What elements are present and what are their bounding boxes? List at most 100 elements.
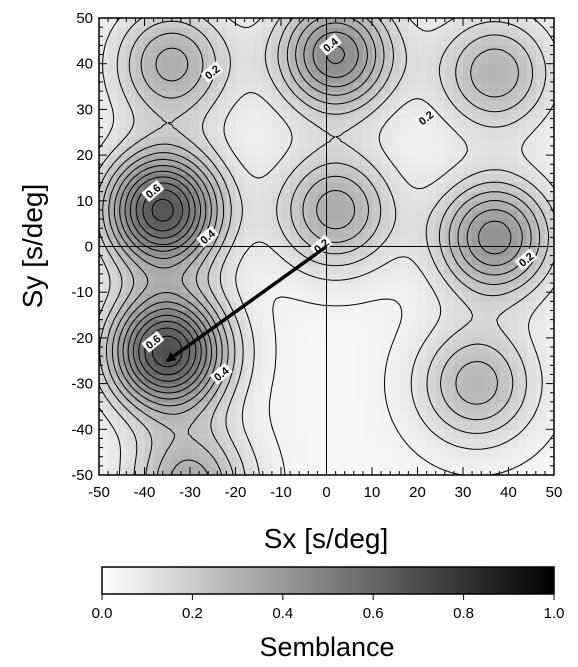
heatmap-cell [281,301,291,312]
heatmap-cell [326,392,337,403]
heatmap-cell [390,401,400,412]
heatmap-cell [290,328,300,339]
heatmap-cell [544,319,554,330]
heatmap-cell [372,118,382,129]
heatmap-cell [117,310,127,321]
heatmap-cell [481,27,491,37]
heatmap-cell [526,200,537,211]
heatmap-cell [490,36,500,47]
heatmap-cell [481,173,491,184]
heatmap-cell [281,173,291,184]
heatmap-cell [499,228,510,238]
heatmap-cell [244,100,255,110]
heatmap-cell [390,145,400,156]
heatmap-cell [190,392,200,403]
x-tick-label: -20 [225,484,247,501]
heatmap-cell [99,182,109,193]
heatmap-cell [481,81,491,92]
heatmap-cell [526,319,537,330]
heatmap-cell [180,420,191,430]
heatmap-cell [408,45,419,56]
heatmap-cell [399,347,409,357]
heatmap-cell [535,273,546,284]
heatmap-cell [335,228,346,238]
heatmap-cell [208,255,218,266]
heatmap-cell [417,392,428,403]
heatmap-cell [408,191,419,202]
heatmap-cell [472,155,482,165]
heatmap-cell [317,63,328,74]
heatmap-cell [353,310,364,321]
heatmap-cell [117,328,127,339]
heatmap-cell [317,465,328,475]
heatmap-cell [226,127,237,138]
heatmap-cell [463,91,473,101]
heatmap-cell [381,63,391,74]
heatmap-cell [171,191,182,202]
heatmap-cell [372,383,382,394]
heatmap-cell [180,145,191,156]
heatmap-cell [153,27,164,37]
heatmap-cell [326,283,337,293]
heatmap-cell [199,118,209,129]
heatmap-cell [171,164,182,174]
heatmap-cell [208,337,218,348]
heatmap-cell [499,411,510,421]
heatmap-cell [472,273,482,284]
heatmap-cell [253,191,264,202]
heatmap-cell [490,365,500,376]
heatmap-cell [544,118,554,129]
heatmap-cell [226,456,237,467]
heatmap-cell [226,255,237,266]
heatmap-cell [408,246,419,257]
heatmap-cell [226,301,237,312]
heatmap-cell [299,356,309,366]
heatmap-cell [481,182,491,193]
heatmap-cell [317,319,328,330]
heatmap-cell [344,136,355,147]
heatmap-cell [253,374,264,385]
heatmap-cell [271,127,282,138]
heatmap-cell [299,273,309,284]
heatmap-cell [472,411,482,421]
heatmap-cell [153,36,164,47]
heatmap-cell [208,264,218,275]
heatmap-cell [335,365,346,376]
heatmap-cell [381,72,391,83]
heatmap-cell [372,27,382,37]
heatmap-cell [299,36,309,47]
heatmap-cell [271,155,282,165]
heatmap-cell [226,173,237,184]
heatmap-cell [426,54,437,65]
heatmap-cell [290,456,300,467]
heatmap-cell [381,219,391,229]
heatmap-cell [353,145,364,156]
heatmap-cell [162,63,173,74]
heatmap-cell [362,81,373,92]
heatmap-cell [171,63,182,74]
heatmap-cell [262,45,273,56]
heatmap-cell [390,264,400,275]
heatmap-cell [372,145,382,156]
heatmap-cell [472,347,482,357]
heatmap-cell [271,283,282,293]
heatmap-cell [544,173,554,184]
heatmap-cell [372,182,382,193]
heatmap-cell [180,401,191,412]
heatmap-cell [290,91,300,101]
heatmap-cell [344,420,355,430]
heatmap-cell [335,27,346,37]
heatmap-cell [290,420,300,430]
heatmap-cell [153,310,164,321]
heatmap-cell [435,191,446,202]
heatmap-cell [408,109,419,120]
heatmap-cell [472,374,482,385]
heatmap-cell [180,264,191,275]
heatmap-cell [199,182,209,193]
heatmap-cell [126,273,136,284]
heatmap-cell [353,356,364,366]
heatmap-cell [217,18,227,28]
heatmap-cell [417,383,428,394]
heatmap-cell [399,118,409,129]
heatmap-cell [372,91,382,101]
